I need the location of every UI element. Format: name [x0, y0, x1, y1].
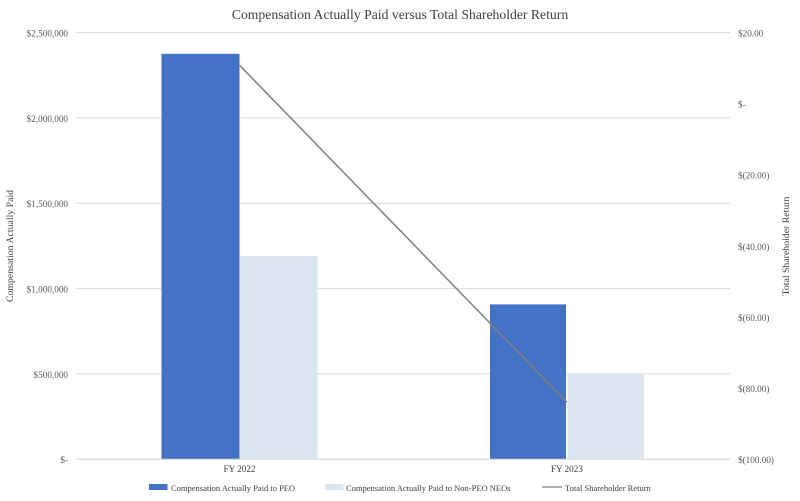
svg-text:$(60.00): $(60.00): [738, 313, 769, 323]
svg-text:Total Shareholder Return: Total Shareholder Return: [565, 483, 652, 493]
svg-text:$(100.00): $(100.00): [738, 455, 774, 465]
svg-text:$1,000,000: $1,000,000: [27, 285, 69, 295]
svg-text:$(80.00): $(80.00): [738, 384, 769, 394]
svg-text:Compensation Actually Paid: Compensation Actually Paid: [5, 190, 16, 302]
svg-text:$-: $-: [738, 100, 746, 110]
svg-text:$1,500,000: $1,500,000: [27, 199, 69, 209]
svg-text:$(20.00): $(20.00): [738, 171, 769, 181]
svg-text:$20.00: $20.00: [738, 29, 764, 39]
svg-text:FY 2023: FY 2023: [551, 464, 583, 474]
svg-text:$500,000: $500,000: [34, 370, 69, 380]
svg-text:$2,000,000: $2,000,000: [27, 114, 69, 124]
svg-text:Compensation Actually Paid to: Compensation Actually Paid to Non-PEO NE…: [346, 483, 511, 493]
svg-text:Compensation Actually Paid ver: Compensation Actually Paid versus Total …: [232, 7, 569, 22]
svg-text:$2,500,000: $2,500,000: [27, 29, 69, 39]
svg-text:Total Shareholder Return: Total Shareholder Return: [781, 196, 792, 295]
svg-text:$(40.00): $(40.00): [738, 242, 769, 252]
svg-text:Compensation Actually Paid to: Compensation Actually Paid to PEO: [171, 483, 295, 493]
svg-text:$-: $-: [60, 455, 68, 465]
svg-text:FY 2022: FY 2022: [223, 464, 255, 474]
